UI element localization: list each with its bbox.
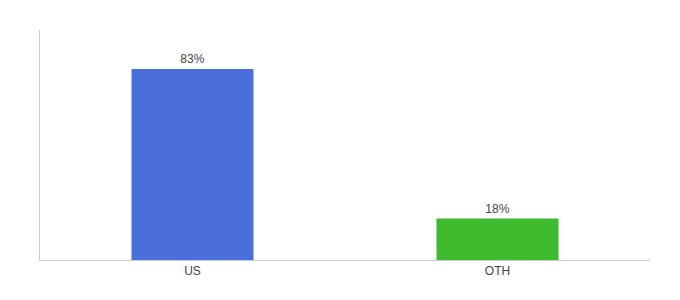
- svg-text:US: US: [184, 264, 201, 278]
- svg-text:18%: 18%: [485, 202, 509, 216]
- svg-text:OTH: OTH: [485, 264, 510, 278]
- svg-text:83%: 83%: [180, 52, 204, 66]
